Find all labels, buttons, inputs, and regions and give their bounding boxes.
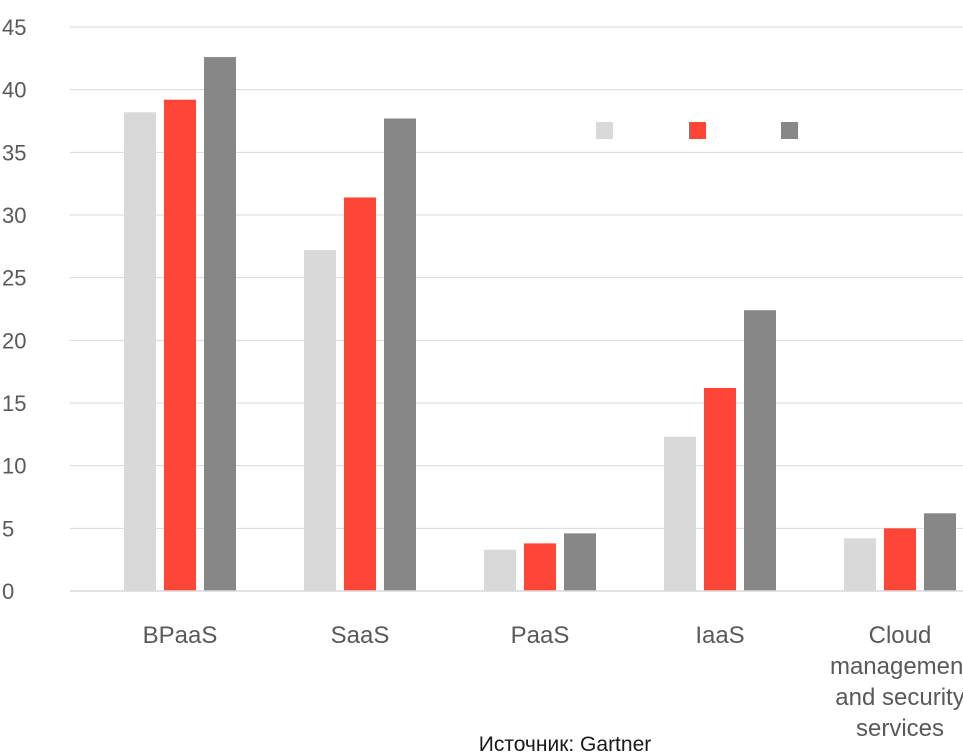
- bar: [204, 57, 236, 591]
- gridlines: [70, 26, 963, 529]
- y-tick-label: 5: [2, 516, 14, 541]
- legend-swatch: [596, 122, 613, 139]
- y-tick-label: 40: [2, 78, 26, 103]
- bar: [924, 513, 956, 591]
- bars: [124, 57, 956, 592]
- legend-swatch: [689, 122, 706, 139]
- y-tick-label: 45: [2, 15, 26, 40]
- bar: [844, 538, 876, 591]
- bar: [744, 310, 776, 591]
- legend-swatch: [781, 122, 798, 139]
- x-tick-label: PaaS: [511, 622, 570, 649]
- y-tick-label: 0: [2, 579, 14, 604]
- y-tick-label: 10: [2, 454, 26, 479]
- x-tick-label: IaaS: [695, 622, 744, 649]
- x-axis-labels: BPaaS SaaS PaaS IaaS Cloud management and secu…: [143, 622, 963, 742]
- bar: [304, 250, 336, 592]
- bar: [124, 112, 156, 591]
- bar: [564, 533, 596, 591]
- bar: [884, 528, 916, 591]
- bar: [484, 549, 516, 591]
- y-tick-label: 25: [2, 266, 26, 291]
- bar: [524, 543, 556, 591]
- bar: [664, 436, 696, 591]
- y-tick-label: 35: [2, 140, 26, 165]
- y-axis-ticks: 0 5 10 15 20 25 30 35 40 45: [2, 15, 26, 604]
- x-tick-label: BPaaS: [143, 622, 218, 649]
- bar: [344, 197, 376, 591]
- bar: [704, 387, 736, 591]
- x-tick-label: SaaS: [331, 622, 390, 649]
- y-tick-label: 20: [2, 328, 26, 353]
- y-tick-label: 15: [2, 391, 26, 416]
- source-note: Источник: Gartner: [479, 733, 652, 753]
- legend: [596, 122, 798, 139]
- bar: [384, 118, 416, 591]
- x-tick-label: Cloud management and security services: [830, 622, 963, 742]
- y-tick-label: 30: [2, 203, 26, 228]
- bar: [164, 99, 196, 592]
